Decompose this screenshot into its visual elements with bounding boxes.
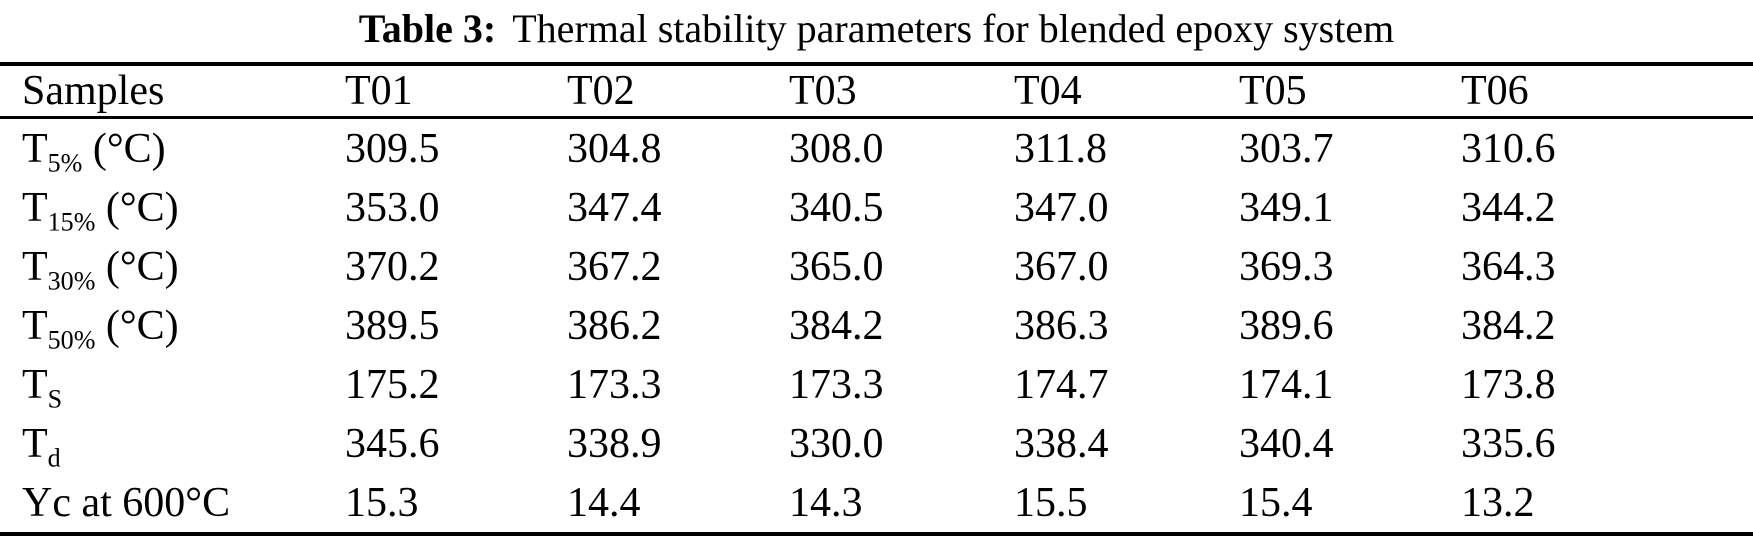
value-cell: 347.0 bbox=[1014, 184, 1109, 231]
value-cell: 384.2 bbox=[789, 302, 884, 349]
value-cell: 370.2 bbox=[345, 243, 440, 290]
table-caption: Table 3: Thermal stability parameters for… bbox=[0, 0, 1753, 52]
value-cell: 369.3 bbox=[1239, 243, 1334, 290]
value-cell: 344.2 bbox=[1461, 184, 1556, 231]
row-label: TS bbox=[22, 361, 63, 413]
value-cell: 13.2 bbox=[1461, 479, 1535, 526]
value-cell: 174.7 bbox=[1014, 361, 1109, 408]
row-label-subscript: 30% bbox=[47, 265, 96, 295]
table-row: T50% (°C) 389.5 386.2 384.2 386.3 389.6 384.2 bbox=[0, 296, 1753, 355]
thermal-stability-table: Samples T01 T02 T03 T04 T05 T06 T5% (°C) 309.5 3… bbox=[0, 62, 1753, 536]
table-caption-text: Thermal stability parameters for blended… bbox=[512, 6, 1395, 51]
column-header-samples: Samples bbox=[0, 64, 345, 119]
value-cell: 364.3 bbox=[1461, 243, 1556, 290]
header-row: Samples T01 T02 T03 T04 T05 T06 bbox=[0, 64, 1753, 119]
row-label-subscript: 5% bbox=[47, 147, 83, 177]
value-cell: 15.3 bbox=[345, 479, 419, 526]
value-cell: 365.0 bbox=[789, 243, 884, 290]
column-header-t03: T03 bbox=[789, 64, 1014, 119]
row-label-subscript: 15% bbox=[47, 206, 96, 236]
table-row: Yc at 600°C 15.3 14.4 14.3 15.5 15.4 13.2 bbox=[0, 473, 1753, 534]
table-row: T15% (°C) 353.0 347.4 340.5 347.0 349.1 344.2 bbox=[0, 178, 1753, 237]
value-cell: 175.2 bbox=[345, 361, 440, 408]
value-cell: 340.4 bbox=[1239, 420, 1334, 467]
row-label-subscript: d bbox=[47, 442, 61, 472]
row-label: T30% (°C) bbox=[22, 243, 179, 295]
value-cell: 15.5 bbox=[1014, 479, 1088, 526]
column-header-t04: T04 bbox=[1014, 64, 1239, 119]
table-row: TS 175.2 173.3 173.3 174.7 174.1 173.8 bbox=[0, 355, 1753, 414]
table-row: Td 345.6 338.9 330.0 338.4 340.4 335.6 bbox=[0, 414, 1753, 473]
value-cell: 345.6 bbox=[345, 420, 440, 467]
value-cell: 349.1 bbox=[1239, 184, 1334, 231]
value-cell: 384.2 bbox=[1461, 302, 1556, 349]
column-header-t01: T01 bbox=[345, 64, 567, 119]
value-cell: 14.3 bbox=[789, 479, 863, 526]
row-label: T50% (°C) bbox=[22, 302, 179, 354]
value-cell: 304.8 bbox=[567, 125, 662, 172]
row-label: T15% (°C) bbox=[22, 184, 179, 236]
row-label-subscript: 50% bbox=[47, 324, 96, 354]
column-header-t02: T02 bbox=[567, 64, 789, 119]
table-row: T30% (°C) 370.2 367.2 365.0 367.0 369.3 364.3 bbox=[0, 237, 1753, 296]
value-cell: 173.3 bbox=[567, 361, 662, 408]
value-cell: 15.4 bbox=[1239, 479, 1313, 526]
value-cell: 389.5 bbox=[345, 302, 440, 349]
value-cell: 367.0 bbox=[1014, 243, 1109, 290]
value-cell: 367.2 bbox=[567, 243, 662, 290]
column-header-t06: T06 bbox=[1461, 64, 1753, 119]
row-label: Td bbox=[22, 420, 61, 472]
value-cell: 338.9 bbox=[567, 420, 662, 467]
value-cell: 310.6 bbox=[1461, 125, 1556, 172]
value-cell: 335.6 bbox=[1461, 420, 1556, 467]
value-cell: 386.2 bbox=[567, 302, 662, 349]
value-cell: 303.7 bbox=[1239, 125, 1334, 172]
table-row: T5% (°C) 309.5 304.8 308.0 311.8 303.7 310.6 bbox=[0, 118, 1753, 179]
value-cell: 386.3 bbox=[1014, 302, 1109, 349]
row-label-subscript: S bbox=[47, 383, 63, 413]
row-label: T5% (°C) bbox=[22, 125, 166, 177]
value-cell: 330.0 bbox=[789, 420, 884, 467]
value-cell: 173.3 bbox=[789, 361, 884, 408]
column-header-t05: T05 bbox=[1239, 64, 1461, 119]
value-cell: 340.5 bbox=[789, 184, 884, 231]
row-label: Yc at 600°C bbox=[22, 479, 231, 526]
value-cell: 389.6 bbox=[1239, 302, 1334, 349]
value-cell: 338.4 bbox=[1014, 420, 1109, 467]
value-cell: 309.5 bbox=[345, 125, 440, 172]
value-cell: 174.1 bbox=[1239, 361, 1334, 408]
value-cell: 14.4 bbox=[567, 479, 641, 526]
value-cell: 353.0 bbox=[345, 184, 440, 231]
table-caption-label: Table 3: bbox=[358, 6, 497, 51]
value-cell: 173.8 bbox=[1461, 361, 1556, 408]
value-cell: 308.0 bbox=[789, 125, 884, 172]
value-cell: 347.4 bbox=[567, 184, 662, 231]
value-cell: 311.8 bbox=[1014, 125, 1107, 172]
